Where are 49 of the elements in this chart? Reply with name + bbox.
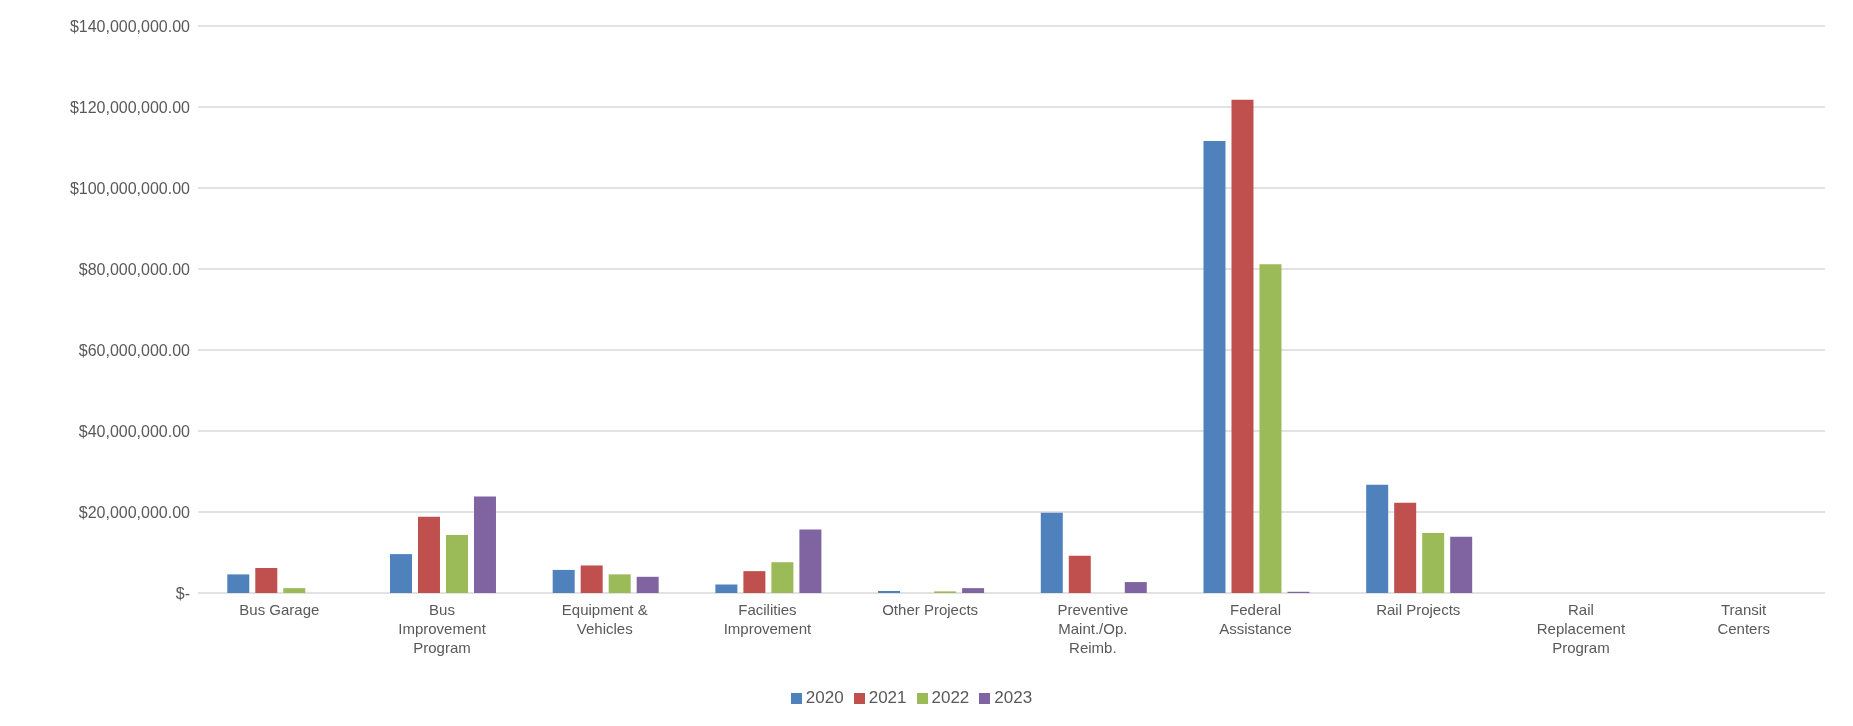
bar <box>1068 555 1091 593</box>
bar <box>878 590 901 593</box>
y-tick-label: $- <box>175 584 190 602</box>
x-tick-label: Transit Centers <box>1717 601 1770 637</box>
x-tick-label: Other Projects <box>882 601 979 618</box>
x-tick-label: Facilities Improvement <box>723 601 813 637</box>
bar <box>636 576 659 593</box>
bar <box>1450 536 1473 593</box>
bar <box>552 569 575 593</box>
y-tick-label: $120,000,000.00 <box>69 98 191 116</box>
bar <box>1231 99 1254 593</box>
x-tick-label: Bus Garage <box>239 601 320 618</box>
y-tick-label: $40,000,000.00 <box>78 422 191 440</box>
x-tick-label: Equipment & Vehicles <box>561 601 648 637</box>
bar <box>1422 533 1445 593</box>
y-tick-label: $20,000,000.00 <box>78 503 191 521</box>
y-tick-label: $100,000,000.00 <box>69 179 191 197</box>
x-tick-label: Rail Projects <box>1376 601 1461 618</box>
bar <box>389 554 412 593</box>
bar <box>715 584 738 593</box>
bar <box>445 535 468 593</box>
bar <box>417 516 440 593</box>
legend-label: 2020 <box>805 688 844 707</box>
bar <box>799 529 822 593</box>
bar <box>608 574 631 593</box>
bar <box>473 496 496 593</box>
bar <box>771 562 794 593</box>
legend-label: 2021 <box>868 688 907 707</box>
x-tick-label: Federal Assistance <box>1219 601 1292 637</box>
bar <box>962 588 985 593</box>
bar <box>1259 264 1282 593</box>
y-tick-label: $60,000,000.00 <box>78 341 191 359</box>
bar <box>580 565 603 593</box>
bar <box>743 571 766 593</box>
x-tick-label: Bus Improvement Program <box>398 601 487 656</box>
legend-label: 2023 <box>994 688 1033 707</box>
bar <box>1040 512 1063 593</box>
y-tick-label: $140,000,000.00 <box>69 17 191 35</box>
y-tick-label: $80,000,000.00 <box>78 260 191 278</box>
legend-label: 2022 <box>931 688 970 707</box>
bar <box>1394 502 1417 593</box>
bar <box>283 588 306 593</box>
bar <box>227 574 250 593</box>
bar <box>1366 484 1389 593</box>
bar <box>1124 582 1147 593</box>
bar <box>1203 141 1226 593</box>
x-tick-label: Preventive Maint./Op. Reimb. <box>1057 601 1129 656</box>
bar <box>255 567 278 593</box>
x-tick-label: Rail Replacement Program <box>1536 601 1626 656</box>
